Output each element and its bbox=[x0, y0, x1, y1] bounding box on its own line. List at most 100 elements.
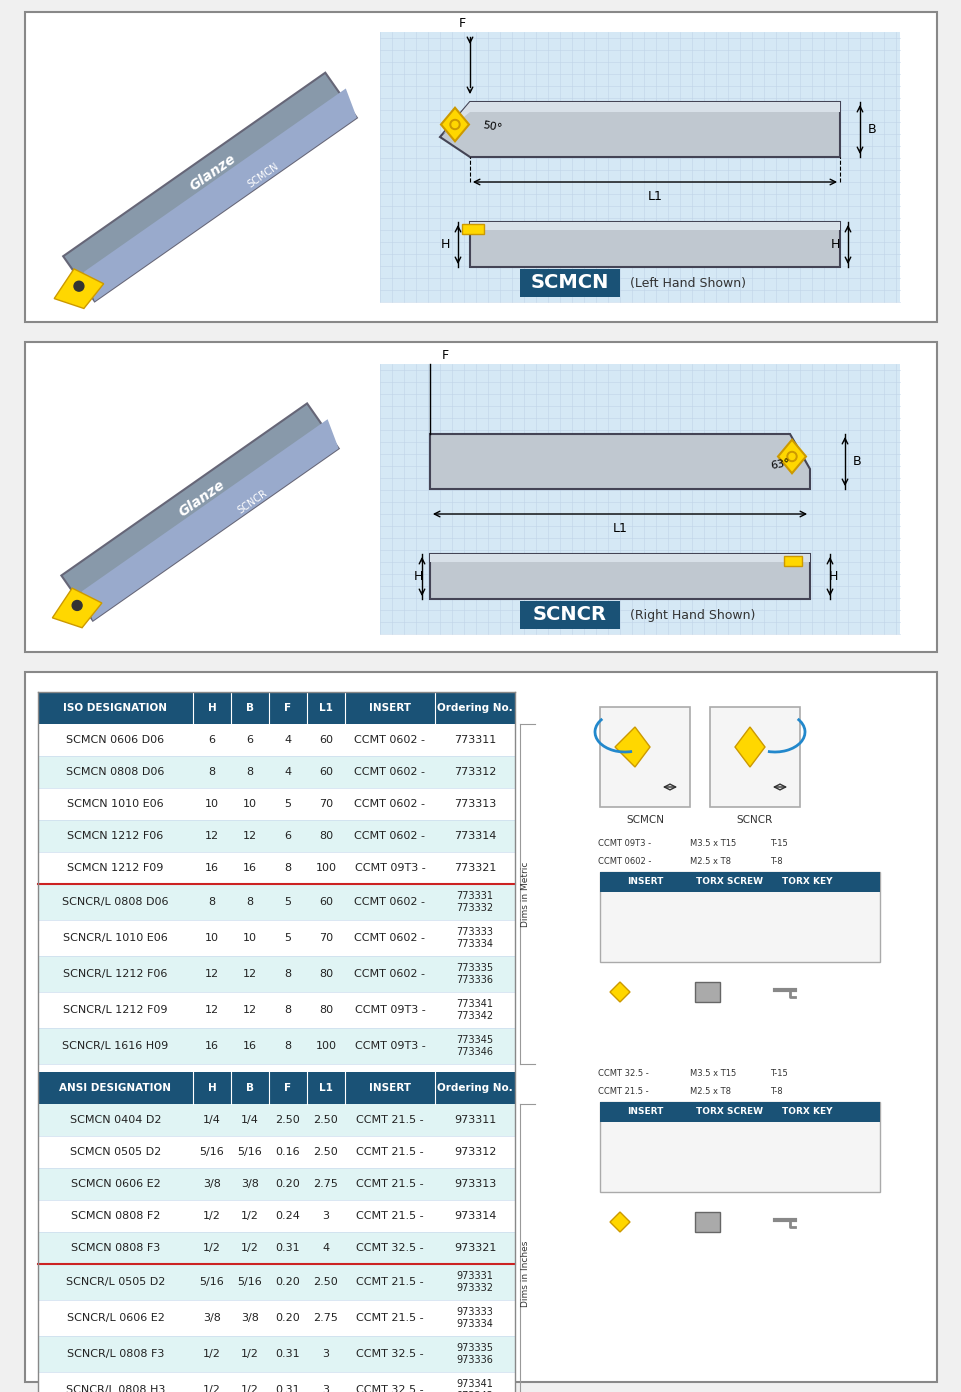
Bar bbox=[38, 1168, 514, 1200]
Text: SCMCN 1010 E06: SCMCN 1010 E06 bbox=[67, 799, 163, 809]
Text: (Left Hand Shown): (Left Hand Shown) bbox=[629, 277, 745, 290]
Text: 70: 70 bbox=[319, 799, 333, 809]
Text: 5: 5 bbox=[284, 799, 291, 809]
Polygon shape bbox=[609, 1212, 629, 1232]
Bar bbox=[600, 1102, 879, 1192]
Text: SCMCN: SCMCN bbox=[530, 273, 608, 292]
Text: 1/2: 1/2 bbox=[203, 1243, 221, 1253]
Text: 3/8: 3/8 bbox=[203, 1313, 221, 1322]
Text: Glanze: Glanze bbox=[187, 152, 238, 193]
Text: 0.24: 0.24 bbox=[275, 1211, 300, 1221]
Text: SCNCR/L 0808 H3: SCNCR/L 0808 H3 bbox=[65, 1385, 165, 1392]
Text: 10: 10 bbox=[205, 799, 219, 809]
Text: 973314: 973314 bbox=[454, 1211, 496, 1221]
Text: 0.31: 0.31 bbox=[276, 1243, 300, 1253]
Text: 773331: 773331 bbox=[456, 891, 493, 901]
Text: 100: 100 bbox=[315, 863, 336, 873]
Bar bbox=[600, 707, 689, 807]
Text: L1: L1 bbox=[647, 189, 662, 203]
Text: 8: 8 bbox=[209, 767, 215, 777]
Bar bbox=[38, 1264, 514, 1300]
Text: CCMT 0602 -: CCMT 0602 - bbox=[355, 896, 425, 908]
Text: INSERT: INSERT bbox=[627, 877, 662, 887]
Text: CCMT 32.5 -: CCMT 32.5 - bbox=[598, 1069, 648, 1079]
Polygon shape bbox=[54, 269, 104, 309]
Polygon shape bbox=[777, 440, 805, 473]
Text: 2.50: 2.50 bbox=[313, 1147, 338, 1157]
Text: 4: 4 bbox=[284, 735, 291, 745]
Bar bbox=[38, 1336, 514, 1373]
Text: 5: 5 bbox=[284, 896, 291, 908]
Text: 8: 8 bbox=[284, 863, 291, 873]
Text: 773332: 773332 bbox=[456, 903, 493, 913]
Bar bbox=[694, 981, 719, 1002]
Text: Ordering No.: Ordering No. bbox=[436, 1083, 512, 1093]
Text: 1/4: 1/4 bbox=[203, 1115, 221, 1125]
Text: 16: 16 bbox=[243, 863, 257, 873]
Text: CCMT 21.5 -: CCMT 21.5 - bbox=[356, 1276, 424, 1288]
Text: 3/8: 3/8 bbox=[241, 1179, 259, 1189]
Text: CCMT 0602 -: CCMT 0602 - bbox=[355, 969, 425, 979]
Circle shape bbox=[788, 454, 794, 459]
Text: SCNCR/L 1616 H09: SCNCR/L 1616 H09 bbox=[62, 1041, 168, 1051]
Polygon shape bbox=[442, 102, 839, 134]
Text: SCMCN 0505 D2: SCMCN 0505 D2 bbox=[70, 1147, 160, 1157]
Text: 2.75: 2.75 bbox=[313, 1313, 338, 1322]
Text: 80: 80 bbox=[319, 1005, 333, 1015]
Text: SCMCN 0606 E2: SCMCN 0606 E2 bbox=[70, 1179, 160, 1189]
Text: CCMT 21.5 -: CCMT 21.5 - bbox=[356, 1211, 424, 1221]
Text: F: F bbox=[284, 1083, 291, 1093]
Text: 2.75: 2.75 bbox=[313, 1179, 338, 1189]
Bar bbox=[38, 724, 514, 756]
Text: 773336: 773336 bbox=[456, 974, 493, 986]
Text: 8: 8 bbox=[284, 969, 291, 979]
Text: 12: 12 bbox=[205, 831, 219, 841]
Text: 50°: 50° bbox=[481, 120, 503, 134]
Text: SCMCN: SCMCN bbox=[245, 161, 281, 191]
Text: CCMT 21.5 -: CCMT 21.5 - bbox=[598, 1087, 648, 1097]
Text: 3: 3 bbox=[322, 1349, 330, 1359]
Circle shape bbox=[786, 451, 796, 462]
Bar bbox=[38, 852, 514, 884]
Text: 63°: 63° bbox=[769, 458, 790, 470]
Text: 973341: 973341 bbox=[456, 1379, 493, 1389]
Text: 8: 8 bbox=[246, 896, 254, 908]
Text: 973313: 973313 bbox=[454, 1179, 496, 1189]
Text: 773314: 773314 bbox=[454, 831, 496, 841]
Circle shape bbox=[72, 600, 82, 611]
Polygon shape bbox=[609, 981, 629, 1002]
Text: INSERT: INSERT bbox=[369, 703, 410, 713]
Text: 16: 16 bbox=[205, 1041, 219, 1051]
Text: 70: 70 bbox=[319, 933, 333, 942]
Text: 100: 100 bbox=[315, 1041, 336, 1051]
Text: SCMCN 0808 D06: SCMCN 0808 D06 bbox=[66, 767, 164, 777]
Text: F: F bbox=[458, 17, 465, 31]
Text: SCMCN 1212 F09: SCMCN 1212 F09 bbox=[67, 863, 163, 873]
Text: M3.5 x T15: M3.5 x T15 bbox=[689, 839, 735, 849]
Text: SCNCR/L 0808 F3: SCNCR/L 0808 F3 bbox=[66, 1349, 164, 1359]
Polygon shape bbox=[430, 434, 809, 489]
Text: SCNCR: SCNCR bbox=[235, 487, 269, 515]
Text: 12: 12 bbox=[243, 1005, 257, 1015]
Text: H: H bbox=[208, 1083, 216, 1093]
Text: L1: L1 bbox=[612, 522, 627, 535]
Text: 3: 3 bbox=[322, 1211, 330, 1221]
Text: 973321: 973321 bbox=[454, 1243, 496, 1253]
Text: 12: 12 bbox=[243, 969, 257, 979]
Text: SCMCN 0808 F2: SCMCN 0808 F2 bbox=[71, 1211, 160, 1221]
Text: ISO DESIGNATION: ISO DESIGNATION bbox=[63, 703, 167, 713]
Text: T-8: T-8 bbox=[769, 1087, 782, 1097]
Bar bbox=[430, 554, 809, 599]
Text: SCNCR/L 0808 D06: SCNCR/L 0808 D06 bbox=[62, 896, 168, 908]
Text: SCMCN 0808 F3: SCMCN 0808 F3 bbox=[71, 1243, 160, 1253]
Text: SCMCN 1212 F06: SCMCN 1212 F06 bbox=[67, 831, 163, 841]
Text: 10: 10 bbox=[243, 799, 257, 809]
Text: 6: 6 bbox=[209, 735, 215, 745]
Text: B: B bbox=[246, 1083, 254, 1093]
Bar bbox=[25, 342, 936, 651]
Text: CCMT 32.5 -: CCMT 32.5 - bbox=[356, 1243, 424, 1253]
Text: SCMCN: SCMCN bbox=[626, 814, 663, 825]
Text: SCNCR: SCNCR bbox=[736, 814, 773, 825]
Text: 16: 16 bbox=[243, 1041, 257, 1051]
Circle shape bbox=[450, 120, 459, 129]
